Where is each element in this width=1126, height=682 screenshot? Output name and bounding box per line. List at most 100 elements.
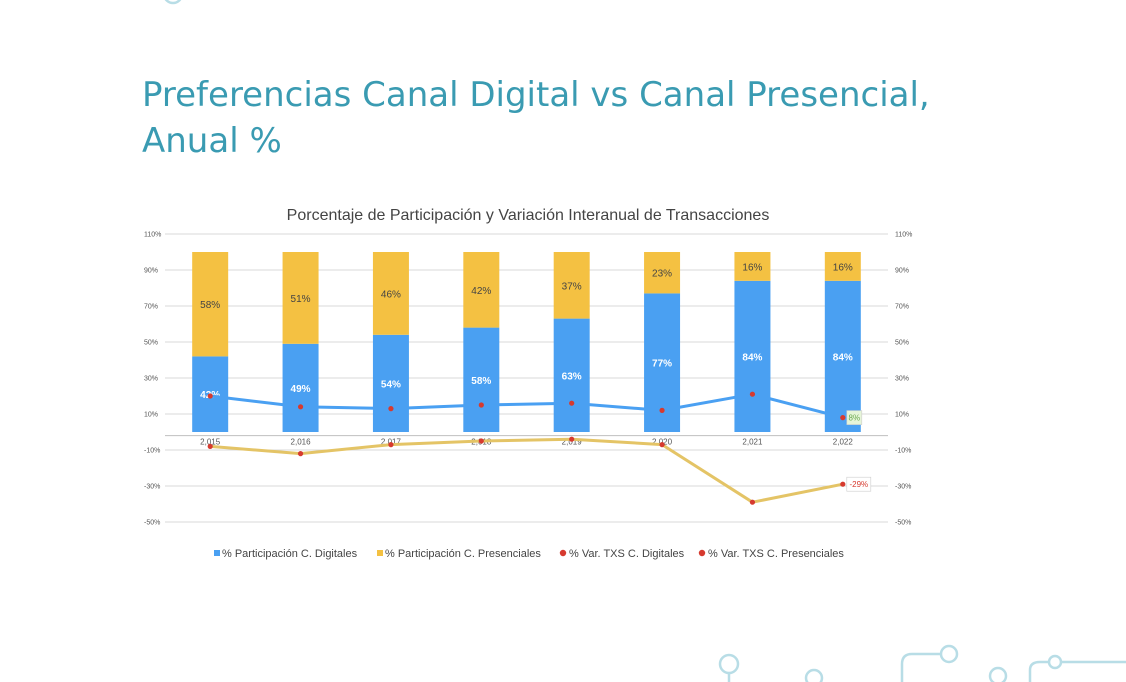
y-tick-label-left: 70% — [144, 304, 158, 311]
deco-node-3 — [939, 644, 959, 664]
x-tick-label: 2,016 — [291, 438, 312, 447]
y-tick-label-left: -10% — [144, 448, 160, 455]
var-digital-marker — [659, 407, 665, 413]
slide-title: Preferencias Canal Digital vs Canal Pres… — [142, 72, 942, 164]
var-digital-marker — [478, 402, 484, 408]
bar-label-digital: 49% — [291, 384, 311, 395]
x-tick-label: 2,015 — [200, 438, 221, 447]
y-tick-label-right: -30% — [895, 484, 911, 491]
var-presencial-marker — [388, 442, 394, 448]
var-presencial-line — [210, 437, 844, 504]
var-presencial-marker — [569, 436, 575, 442]
slide-title-line-2: Anual % — [142, 121, 282, 161]
bar-digital — [553, 318, 590, 432]
y-tick-label-left: -30% — [144, 484, 160, 491]
bar-presencial — [463, 252, 500, 328]
bar-label-digital: 84% — [833, 352, 853, 363]
y-tick-label-right: 10% — [895, 412, 909, 419]
var-digital-marker — [297, 404, 304, 410]
x-tick-label: 2,021 — [742, 438, 763, 447]
var-digital-last-label: 8% — [849, 414, 861, 423]
y-tick-label-left: 110% — [144, 232, 161, 239]
bar-presencial — [553, 252, 590, 319]
y-tick-label-right: 110% — [895, 232, 912, 239]
bar-presencial — [282, 252, 319, 344]
legend-swatch — [377, 550, 383, 556]
bar-label-presencial: 23% — [652, 269, 672, 280]
var-digital-line — [210, 392, 844, 420]
bar-label-presencial: 42% — [471, 286, 491, 297]
var-digital-marker — [569, 400, 575, 406]
bar-label-digital: 84% — [742, 352, 762, 363]
bar-presencial — [192, 252, 229, 357]
legend-swatch — [214, 550, 220, 556]
deco-node-top — [164, 0, 182, 5]
var-presencial-last-label-box — [846, 476, 872, 492]
y-tick-label-left: -50% — [144, 520, 160, 527]
var-presencial-marker — [840, 481, 846, 487]
bar-label-digital: 77% — [652, 359, 672, 370]
deco-node-4 — [988, 666, 1008, 682]
bar-presencial — [824, 252, 861, 281]
bar-label-presencial: 37% — [562, 281, 582, 292]
bar-presencial — [734, 252, 771, 281]
var-presencial-marker — [659, 442, 665, 448]
x-tick-label: 2,022 — [833, 438, 854, 447]
slide-title-line-1: Preferencias Canal Digital vs Canal Pres… — [142, 75, 930, 115]
chart-bars: 42%58%49%51%54%46%58%42%63%37%77%23%84%1… — [192, 252, 861, 432]
chart-lines: 8% -29% — [207, 391, 872, 505]
legend-label: % Participación C. Digitales — [222, 548, 358, 560]
y-tick-label-right: 90% — [895, 268, 909, 275]
deco-node-1 — [718, 653, 740, 675]
y-tick-label-right: 30% — [895, 376, 909, 383]
var-digital-last-label-box — [846, 410, 863, 425]
var-presencial-marker — [478, 438, 484, 444]
var-digital-marker — [749, 391, 756, 397]
chart-legend: % Participación C. Digitales % Participac… — [214, 548, 844, 560]
bar-label-presencial: 58% — [200, 300, 220, 311]
bar-label-presencial: 16% — [742, 262, 762, 273]
y-tick-label-left: 10% — [144, 412, 158, 419]
bar-presencial — [644, 252, 681, 294]
y-axis-left: 110% 90% 70% 50% 30% 10% -10% -30% -50% — [144, 232, 161, 527]
legend-swatch — [698, 549, 706, 557]
y-tick-label-left: 30% — [144, 376, 158, 383]
y-tick-label-right: -10% — [895, 448, 911, 455]
var-digital-marker — [207, 393, 213, 399]
var-digital-marker — [388, 406, 394, 412]
legend-label: % Var. TXS C. Digitales — [569, 548, 685, 560]
bar-digital — [734, 280, 771, 432]
y-tick-label-right: 70% — [895, 304, 909, 311]
legend-label: % Participación C. Presenciales — [385, 548, 541, 560]
y-tick-label-right: 50% — [895, 340, 909, 347]
var-digital-marker — [840, 415, 846, 421]
bar-digital — [824, 280, 861, 432]
bar-digital — [372, 334, 409, 432]
chart-title: Porcentaje de Participación y Variación … — [287, 207, 770, 224]
y-tick-label-right: -50% — [895, 520, 911, 527]
legend-swatch — [559, 549, 567, 557]
deco-node-2 — [804, 668, 824, 682]
bar-presencial — [372, 252, 409, 335]
bar-digital — [463, 327, 500, 432]
var-presencial-marker — [749, 499, 756, 505]
bar-digital — [282, 343, 319, 432]
bar-label-presencial: 16% — [833, 262, 853, 273]
var-presencial-last-label: -29% — [849, 480, 868, 489]
var-presencial-marker — [297, 451, 304, 457]
y-tick-label-left: 50% — [144, 340, 158, 347]
legend-label: % Var. TXS C. Presenciales — [708, 548, 844, 560]
deco-trace-1 — [900, 652, 940, 682]
bar-label-digital: 54% — [381, 379, 401, 390]
bar-label-digital: 58% — [471, 376, 491, 387]
bar-label-presencial: 46% — [381, 289, 401, 300]
y-tick-label-left: 90% — [144, 268, 158, 275]
deco-node-5 — [1047, 654, 1063, 670]
deco-trace-2 — [1028, 660, 1048, 682]
y-axis-right: 110% 90% 70% 50% 30% 10% -10% -30% -50% — [895, 232, 912, 527]
var-presencial-marker — [207, 443, 213, 449]
x-tick-label: 2,019 — [562, 438, 583, 447]
bar-label-presencial: 51% — [291, 294, 311, 305]
